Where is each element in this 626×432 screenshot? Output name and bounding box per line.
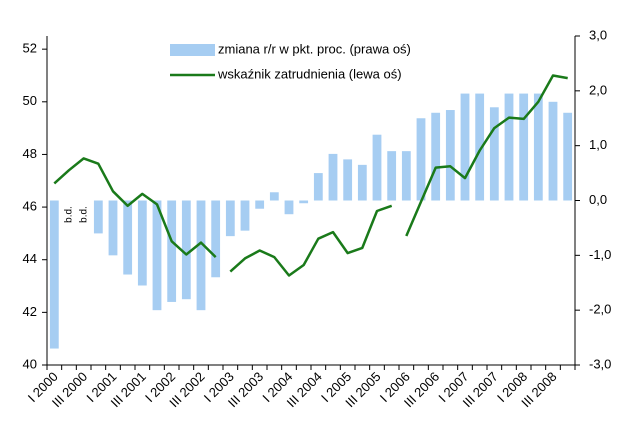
y2-tick-label: -2,0 (589, 302, 611, 317)
bar (108, 200, 118, 256)
annotation: b.d. (78, 206, 89, 223)
y2-tick-label: 1,0 (589, 137, 607, 152)
bar (460, 93, 470, 201)
annotation: b.d. (64, 206, 75, 223)
bar (489, 107, 499, 201)
bar (49, 200, 59, 349)
bar (563, 112, 573, 201)
line (405, 74, 568, 237)
bar (548, 101, 558, 201)
bar (401, 151, 411, 201)
bar (313, 173, 323, 201)
y2-tick-label: 3,0 (589, 27, 607, 42)
bar (372, 134, 382, 201)
bar (225, 200, 235, 237)
bar (299, 200, 309, 204)
bar (123, 200, 133, 275)
y2-tick-label: 0,0 (589, 192, 607, 207)
bar (152, 200, 162, 311)
bar (343, 159, 353, 201)
bar (431, 112, 441, 201)
bar (93, 200, 103, 234)
bar (167, 200, 177, 302)
bar (533, 93, 543, 201)
bar (181, 200, 191, 300)
y-tick-label: 50 (23, 93, 37, 108)
bar (284, 200, 294, 215)
bar (387, 151, 397, 201)
y-tick-label: 52 (23, 41, 37, 56)
y-tick-label: 48 (23, 146, 37, 161)
y2-tick-label: -1,0 (589, 247, 611, 262)
bar (255, 200, 265, 209)
y2-tick-label: -3,0 (589, 356, 611, 371)
bar (328, 153, 338, 201)
y2-tick-label: 2,0 (589, 82, 607, 97)
bar (475, 93, 485, 201)
bar (519, 93, 529, 201)
bar (445, 110, 455, 201)
line (53, 157, 217, 258)
bar (240, 200, 250, 231)
bar (269, 192, 279, 201)
bar (137, 200, 147, 286)
line (229, 204, 393, 277)
legend-label: zmiana r/r w pkt. proc. (prawa oś) (218, 41, 411, 56)
y-tick-label: 40 (23, 356, 37, 371)
bar (416, 118, 426, 201)
y-tick-label: 46 (23, 199, 37, 214)
legend-label: wskaźnik zatrudnienia (lewa oś) (217, 66, 402, 81)
bar (357, 164, 367, 201)
bar (211, 200, 221, 278)
legend-swatch (170, 44, 215, 56)
y-tick-label: 42 (23, 304, 37, 319)
bar (504, 93, 514, 201)
bar (196, 200, 206, 311)
y-tick-label: 44 (23, 251, 37, 266)
